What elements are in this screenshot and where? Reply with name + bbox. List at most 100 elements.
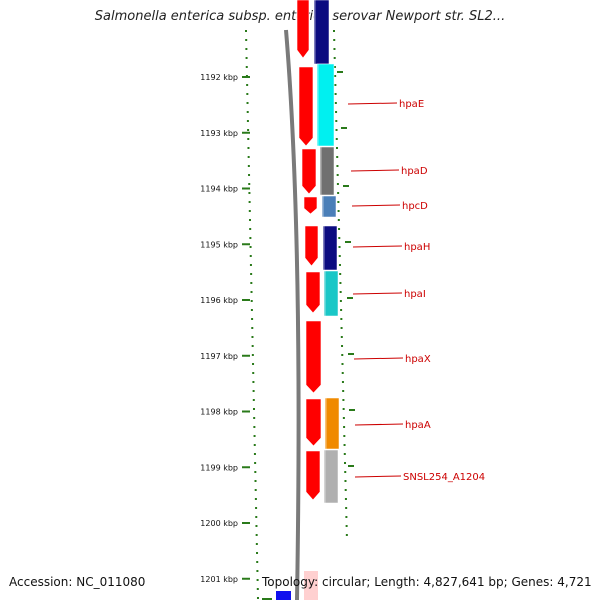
feature-track xyxy=(313,0,355,504)
outer-ring-dot xyxy=(249,255,252,257)
outer-ring-dot xyxy=(248,183,251,185)
inner-ring-dot xyxy=(344,462,347,464)
outer-ring-dot xyxy=(245,66,248,68)
outer-ring-dot xyxy=(256,588,259,590)
outer-ring-dot xyxy=(249,237,252,239)
outer-ring-dot xyxy=(255,525,258,527)
cds-track xyxy=(296,0,322,501)
inner-ring-dot xyxy=(333,39,336,41)
outer-ring-dot xyxy=(248,201,251,203)
inner-ring-dot xyxy=(340,318,343,320)
inner-ring-dot xyxy=(340,336,343,338)
outer-ring-dot xyxy=(245,30,247,32)
inner-ring-dot xyxy=(340,309,343,311)
outer-ring-dot xyxy=(255,534,258,536)
inner-ring-dot xyxy=(334,75,337,77)
inner-ring-dot xyxy=(337,219,340,221)
inner-ring-dot xyxy=(339,282,342,284)
outer-ring-dot xyxy=(248,174,251,176)
outer-ring-dot xyxy=(255,516,258,518)
outer-ring-dot xyxy=(256,561,259,563)
scale-label: 1195 kbp xyxy=(200,240,238,249)
inner-ring-dot xyxy=(336,183,339,185)
inner-ring-dot xyxy=(335,147,338,149)
outer-ring-dot xyxy=(252,408,255,410)
inner-ring-dot xyxy=(338,228,341,230)
inner-ring-dot xyxy=(335,129,338,131)
outer-ring-dot xyxy=(249,228,252,230)
outer-ring-dot xyxy=(254,498,257,500)
outer-ring-dot xyxy=(252,399,255,401)
outer-ring-dot xyxy=(252,372,255,374)
scale-label: 1201 kbp xyxy=(200,575,238,584)
outer-ring-dot xyxy=(247,147,250,149)
outer-ring-dot xyxy=(247,165,250,167)
cds-arrow xyxy=(304,225,319,267)
outer-ring-dot xyxy=(248,219,251,221)
inner-ring-dot xyxy=(337,201,340,203)
inner-ring-dot xyxy=(339,291,342,293)
outer-ring-dot xyxy=(255,543,258,545)
scale-label: 1198 kbp xyxy=(200,408,238,417)
outer-ring-dot xyxy=(251,354,254,356)
outer-ring-dot xyxy=(248,210,251,212)
outer-ring-dot xyxy=(250,273,253,275)
inner-ring-dot xyxy=(344,480,347,482)
leader-line xyxy=(354,475,402,478)
leader-line xyxy=(347,102,398,105)
scale-label: 1196 kbp xyxy=(200,296,238,305)
inner-ring-dot xyxy=(339,273,342,275)
outer-ring-dot xyxy=(246,120,249,122)
inner-ring-dot xyxy=(333,48,336,50)
scale-label: 1193 kbp xyxy=(200,129,238,138)
cds-arrow xyxy=(301,148,317,195)
inner-ring-dot xyxy=(342,390,345,392)
inner-ring-dot xyxy=(333,66,336,68)
inner-ring-dot xyxy=(343,453,346,455)
scale-label: 1197 kbp xyxy=(200,352,238,361)
inner-ring-dot xyxy=(343,444,346,446)
outer-ring-dot xyxy=(256,570,259,572)
cds-arrow xyxy=(305,450,321,501)
gene-block xyxy=(324,397,340,450)
outer-ring-dot xyxy=(249,264,252,266)
outer-ring-dot xyxy=(254,462,257,464)
bottom-features xyxy=(262,571,318,600)
inner-ring-dot xyxy=(344,489,347,491)
inner-ring-dot xyxy=(338,246,341,248)
inner-ring-dot xyxy=(343,435,346,437)
inner-ring-dot xyxy=(341,381,344,383)
backbone-arc xyxy=(284,29,301,600)
outer-ring-dot xyxy=(253,426,256,428)
inner-ring-dot xyxy=(342,408,345,410)
gene-label: hpaH xyxy=(404,242,430,253)
scale-label: 1194 kbp xyxy=(200,185,238,194)
outer-ring-dot xyxy=(246,111,249,113)
inner-ring-dot xyxy=(340,327,343,329)
outer-ring-dot xyxy=(250,300,253,302)
inner-ring-dot xyxy=(338,237,341,239)
inner-ring-dot xyxy=(345,525,348,527)
outer-ring-dot xyxy=(253,444,256,446)
cds-arrow xyxy=(305,320,322,394)
outer-ring-dot xyxy=(251,345,254,347)
gene-block xyxy=(316,63,335,147)
gene-block xyxy=(319,146,335,196)
inner-ring-dot xyxy=(345,507,348,509)
leader-line xyxy=(354,423,404,426)
gene-label: hpaD xyxy=(401,166,428,177)
inner-ring-dot xyxy=(337,210,340,212)
outer-ring-dot xyxy=(256,552,259,554)
outer-ring-dot xyxy=(256,579,259,581)
outer-ring-dot xyxy=(247,156,250,158)
inner-ring-dot xyxy=(341,345,344,347)
inner-ring-dot xyxy=(344,471,347,473)
outer-ring-dot xyxy=(246,93,249,95)
outer-ring-dot xyxy=(245,48,248,50)
gene-label: hpaA xyxy=(405,420,431,431)
inner-ring-dot xyxy=(337,192,340,194)
outer-ring-dot xyxy=(251,327,254,329)
scale-label: 1192 kbp xyxy=(200,73,238,82)
inner-ring-dot xyxy=(333,30,335,32)
